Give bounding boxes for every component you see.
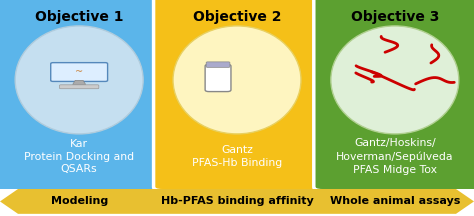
FancyBboxPatch shape [0,0,162,191]
FancyBboxPatch shape [205,64,231,92]
Text: ~: ~ [75,67,83,77]
Ellipse shape [173,26,301,134]
Text: Gantz/Hoskins/
Hoverman/Sepúlveda
PFAS Midge Tox: Gantz/Hoskins/ Hoverman/Sepúlveda PFAS M… [336,138,454,175]
FancyBboxPatch shape [60,85,99,89]
Text: Kar
Protein Docking and
QSARs: Kar Protein Docking and QSARs [24,139,134,174]
FancyBboxPatch shape [154,0,322,191]
Text: Objective 3: Objective 3 [351,10,439,24]
FancyBboxPatch shape [314,0,474,191]
Polygon shape [66,84,92,86]
Polygon shape [0,189,474,214]
Ellipse shape [15,26,143,134]
FancyBboxPatch shape [51,63,108,81]
Text: Hb-PFAS binding affinity: Hb-PFAS binding affinity [161,196,313,206]
Text: Modeling: Modeling [51,196,108,206]
Ellipse shape [331,26,459,134]
FancyBboxPatch shape [206,62,230,67]
Text: Gantz
PFAS-Hb Binding: Gantz PFAS-Hb Binding [192,145,282,168]
Text: Whole animal assays: Whole animal assays [329,196,460,206]
Polygon shape [73,80,86,84]
Text: Objective 1: Objective 1 [35,10,123,24]
Text: Objective 2: Objective 2 [193,10,281,24]
